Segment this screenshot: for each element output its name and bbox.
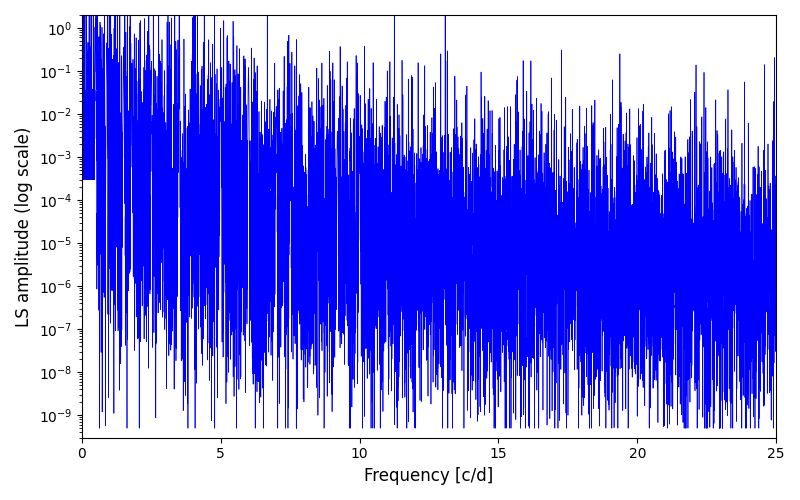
X-axis label: Frequency [c/d]: Frequency [c/d] — [364, 467, 494, 485]
Y-axis label: LS amplitude (log scale): LS amplitude (log scale) — [15, 126, 33, 326]
